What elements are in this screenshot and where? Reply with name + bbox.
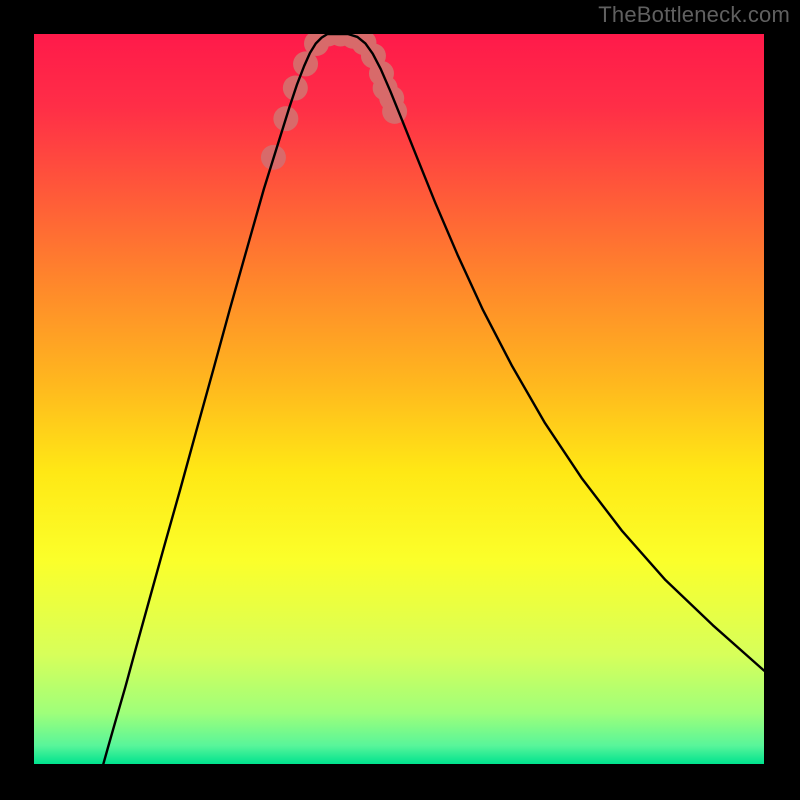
plot-background: [34, 34, 764, 764]
watermark-text: TheBottleneck.com: [598, 2, 790, 28]
chart-container: TheBottleneck.com: [0, 0, 800, 800]
bottleneck-chart: [0, 0, 800, 800]
